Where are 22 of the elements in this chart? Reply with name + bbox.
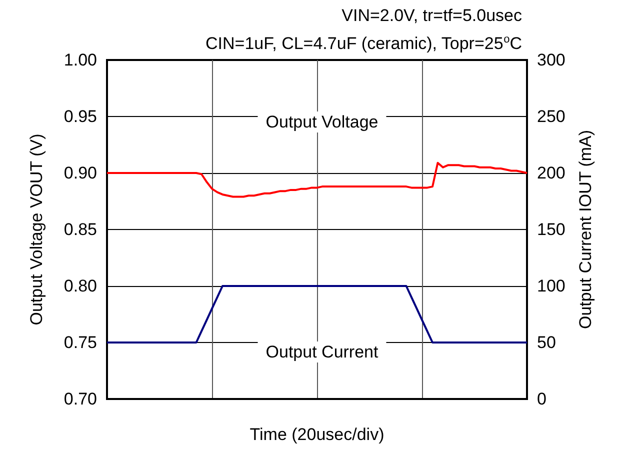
y-tick-label: 0.90 xyxy=(64,164,97,182)
y2-tick-label: 250 xyxy=(537,107,566,126)
y-tick-label: 0.70 xyxy=(64,390,97,408)
y2-tick-label: 200 xyxy=(537,164,566,182)
y2-tick-label: 50 xyxy=(537,333,556,352)
line-series xyxy=(106,162,528,198)
y2-axis-title: Output Current IOUT (mA) xyxy=(576,130,595,330)
y-tick-label: 1.00 xyxy=(64,50,97,70)
y2-tick-label: 100 xyxy=(537,276,566,296)
y2-tick-label: 150 xyxy=(537,220,566,239)
x-axis-title: Time (20usec/div) xyxy=(250,425,384,444)
chart-title: VIN=2.0V, tr=tf=5.0usec xyxy=(342,6,522,25)
line-series xyxy=(106,285,528,344)
annotation: Output Current xyxy=(266,342,378,362)
y-axis-title: Output Voltage VOUT (V) xyxy=(27,134,46,326)
y-tick-label: 0.85 xyxy=(64,220,97,239)
y2-tick-label: 300 xyxy=(537,50,566,70)
y-tick-label: 0.80 xyxy=(64,276,97,296)
y-tick-label: 0.95 xyxy=(64,107,97,126)
y-tick-label: 0.75 xyxy=(64,333,97,352)
annotation: Output Voltage xyxy=(266,112,378,132)
y2-tick-label: 0 xyxy=(537,390,546,408)
